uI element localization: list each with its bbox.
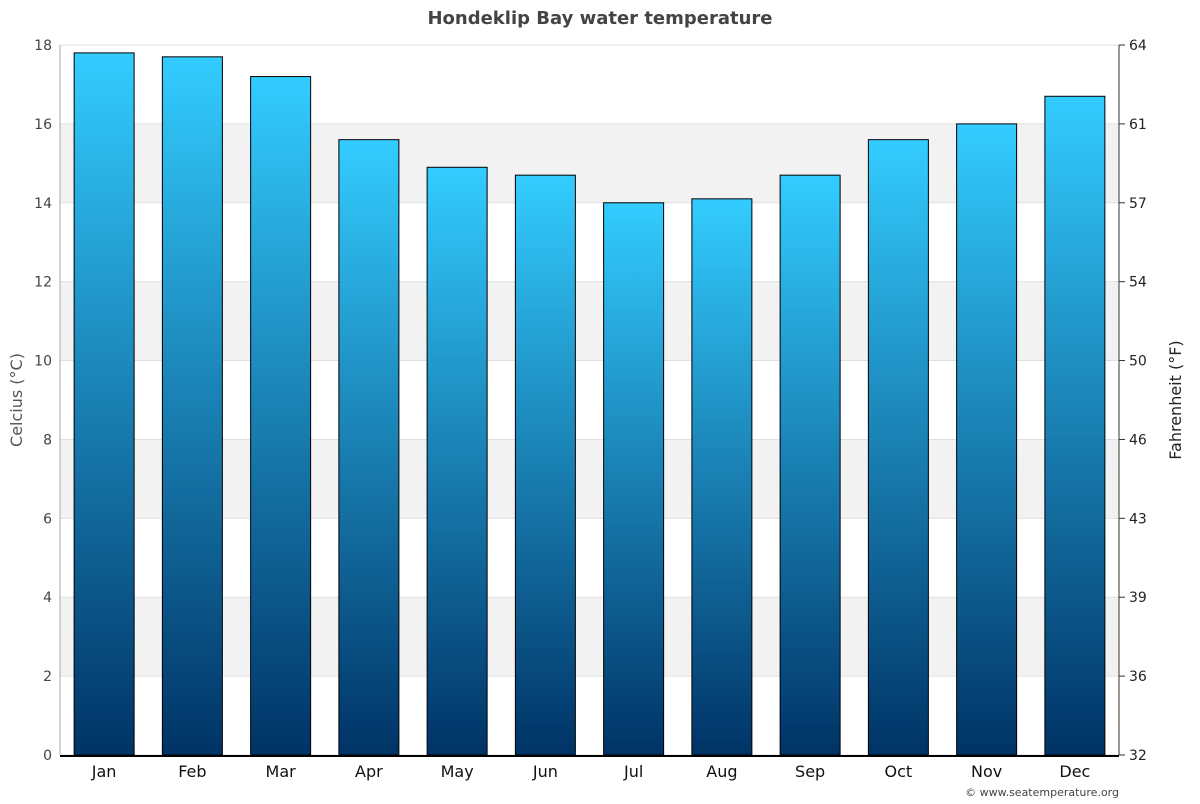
x-tick-label: Oct bbox=[885, 762, 913, 781]
y-tick-label: 16 bbox=[34, 117, 52, 133]
grid-band bbox=[60, 281, 1119, 361]
y-tick-label-right: 50 bbox=[1129, 354, 1147, 370]
bar-feb bbox=[161, 56, 223, 756]
x-tick-label: Sep bbox=[795, 762, 825, 781]
bar-jun bbox=[514, 174, 576, 756]
bar-jul bbox=[603, 202, 665, 756]
y-tick-label-right: 36 bbox=[1129, 669, 1147, 685]
bar-apr bbox=[338, 139, 400, 756]
y-tick-label-right: 57 bbox=[1129, 196, 1147, 212]
x-tick-label: May bbox=[441, 762, 474, 781]
y-tick-label: 14 bbox=[34, 196, 52, 212]
y-tick-label: 6 bbox=[43, 511, 52, 527]
y-tick-label: 10 bbox=[34, 354, 52, 370]
y-tick-label: 0 bbox=[43, 748, 52, 764]
bar-mar bbox=[250, 76, 312, 756]
bar-dec bbox=[1044, 95, 1106, 756]
y-tick-label-right: 64 bbox=[1129, 38, 1147, 54]
y-tick-label: 18 bbox=[34, 38, 52, 54]
y-tick-label: 2 bbox=[43, 669, 52, 685]
x-tick-label: Mar bbox=[266, 762, 297, 781]
x-tick-label: Dec bbox=[1059, 762, 1090, 781]
grid-band bbox=[60, 439, 1119, 519]
y-tick-label-right: 46 bbox=[1129, 432, 1147, 448]
y-tick-label-right: 32 bbox=[1129, 748, 1147, 764]
grid-band bbox=[60, 123, 1119, 203]
y-axis-label-left: Celcius (°C) bbox=[7, 353, 26, 447]
x-tick-label: Jul bbox=[623, 762, 643, 781]
chart-title: Hondeklip Bay water temperature bbox=[427, 8, 772, 29]
bar-nov bbox=[956, 123, 1018, 756]
x-tick-label: Jun bbox=[532, 762, 558, 781]
y-tick-label-right: 39 bbox=[1129, 590, 1147, 606]
bar-aug bbox=[691, 198, 753, 756]
y-tick-label: 4 bbox=[43, 590, 52, 606]
grid-band bbox=[60, 597, 1119, 677]
bar-jan bbox=[73, 52, 135, 756]
bar-oct bbox=[867, 139, 929, 756]
y-tick-label: 12 bbox=[34, 275, 52, 291]
y-tick-label-right: 61 bbox=[1129, 117, 1147, 133]
x-tick-label: Aug bbox=[706, 762, 737, 781]
y-tick-label-right: 43 bbox=[1129, 511, 1147, 527]
y-axis-label-right: Fahrenheit (°F) bbox=[1166, 340, 1185, 459]
x-tick-label: Jan bbox=[91, 762, 117, 781]
credit: © www.seatemperature.org bbox=[965, 786, 1119, 799]
x-tick-label: Apr bbox=[355, 762, 383, 781]
bar-may bbox=[426, 166, 488, 756]
bar-sep bbox=[779, 174, 841, 756]
y-tick-label-right: 54 bbox=[1129, 275, 1147, 291]
x-tick-label: Nov bbox=[971, 762, 1002, 781]
x-tick-label: Feb bbox=[178, 762, 206, 781]
y-tick-label: 8 bbox=[43, 432, 52, 448]
